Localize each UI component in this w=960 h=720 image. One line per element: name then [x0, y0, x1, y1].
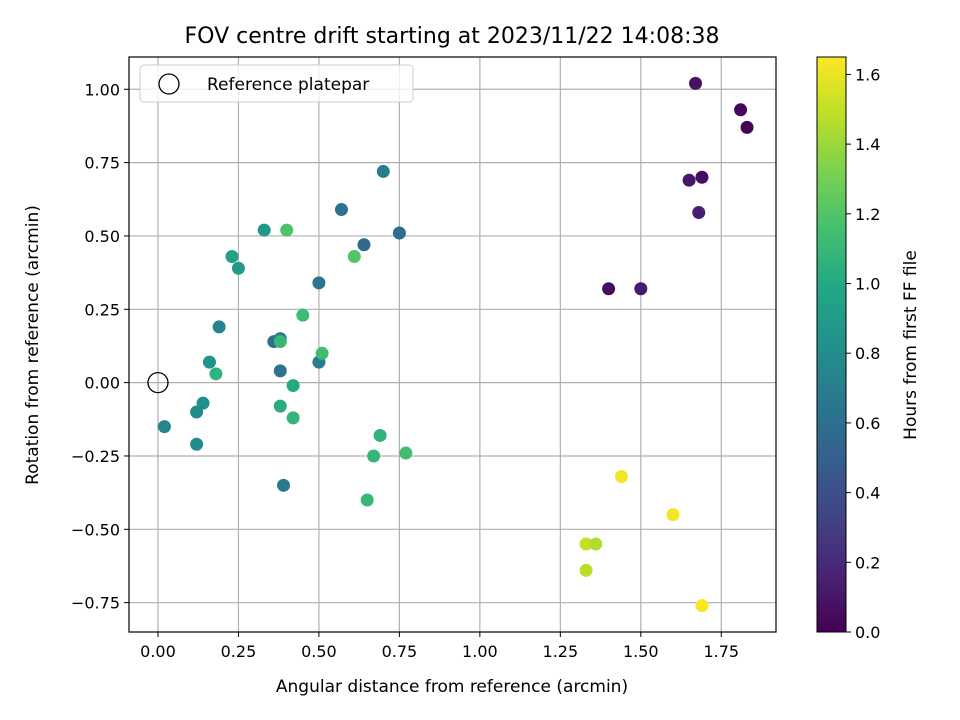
data-point [399, 446, 413, 460]
x-tick-label: 0.75 [382, 642, 418, 661]
x-tick-label: 1.25 [543, 642, 579, 661]
y-tick-label: 0.25 [84, 300, 120, 319]
data-point [614, 470, 628, 484]
data-point [579, 537, 593, 551]
legend-marker [158, 73, 180, 95]
data-point [312, 276, 326, 290]
data-point [315, 346, 329, 360]
data-point [695, 170, 709, 184]
data-point [373, 428, 387, 442]
data-point [231, 261, 245, 275]
data-points [157, 76, 754, 613]
data-point [334, 203, 348, 217]
x-axis-ticks: 0.00 0.25 0.50 0.75 1.00 1.25 1.50 1.75 [140, 632, 739, 661]
colorbar-tick-label: 0.0 [855, 623, 880, 642]
y-tick-label: −0.25 [71, 447, 120, 466]
y-axis-label: Rotation from reference (arcmin) [23, 205, 43, 485]
x-tick-label: 1.00 [462, 642, 498, 661]
colorbar: 0.0 0.2 0.4 0.6 0.8 1.0 1.2 1.4 1.6 Hours from f… [816, 56, 921, 642]
plot-area: 0.00 0.25 0.50 0.75 1.00 1.25 1.50 1.75 −0.75−0… [71, 56, 777, 661]
y-tick-label: −0.50 [71, 520, 120, 539]
colorbar-tick-label: 1.6 [855, 65, 880, 84]
data-point [190, 405, 204, 419]
data-point [695, 599, 709, 613]
legend-box [139, 64, 414, 103]
data-point [296, 308, 310, 322]
y-tick-label: 0.00 [84, 374, 120, 393]
data-point [734, 103, 748, 117]
x-tick-label: 0.50 [301, 642, 337, 661]
y-tick-label: 0.75 [84, 154, 120, 173]
data-point [225, 249, 239, 263]
data-point [367, 449, 381, 463]
colorbar-tick-label: 1.0 [855, 275, 880, 294]
grid-lines [129, 57, 776, 632]
x-tick-label: 0.00 [140, 642, 176, 661]
data-point [286, 411, 300, 425]
chart-title: FOV centre drift starting at 2023/11/22 … [185, 24, 720, 49]
x-tick-label: 1.50 [623, 642, 659, 661]
plot-background [129, 57, 776, 632]
data-point [579, 563, 593, 577]
data-point [376, 164, 390, 178]
data-point [692, 205, 706, 219]
data-point [347, 249, 361, 263]
x-tick-label: 1.75 [703, 642, 739, 661]
colorbar-label: Hours from first FF file [901, 250, 921, 440]
data-point [689, 76, 703, 90]
data-point [190, 437, 204, 451]
data-point [202, 355, 216, 369]
plot-frame [128, 56, 777, 633]
reference-marker [147, 371, 169, 394]
colorbar-tick-label: 0.2 [855, 553, 880, 572]
data-point [212, 320, 226, 334]
colorbar-tick-label: 0.6 [855, 414, 880, 433]
y-tick-label: 0.50 [84, 227, 120, 246]
y-tick-label: −0.75 [71, 594, 120, 613]
data-point [634, 282, 648, 296]
legend: Reference platepar [139, 64, 414, 103]
data-point [602, 282, 616, 296]
colorbar-tick-label: 0.8 [855, 344, 880, 363]
colorbar-tick-label: 1.2 [855, 205, 880, 224]
data-point [273, 364, 287, 378]
data-point [357, 238, 371, 252]
data-point [360, 493, 374, 507]
reference-marker-group [147, 371, 169, 394]
colorbar-ticks: 0.0 0.2 0.4 0.6 0.8 1.0 1.2 1.4 1.6 [846, 65, 880, 642]
data-point [277, 478, 291, 492]
colorbar-gradient [816, 56, 847, 633]
colorbar-tick-label: 0.4 [855, 484, 880, 503]
data-point [666, 508, 680, 522]
data-point [209, 367, 223, 381]
data-point [589, 537, 603, 551]
data-point [157, 420, 171, 434]
data-point [280, 223, 294, 237]
colorbar-tick-label: 1.4 [855, 135, 880, 154]
x-tick-label: 0.25 [221, 642, 257, 661]
data-point [392, 226, 406, 240]
data-point [273, 335, 287, 349]
legend-entry-label: Reference platepar [207, 75, 369, 95]
data-point [273, 399, 287, 413]
data-point [257, 223, 271, 237]
data-point [286, 379, 300, 393]
y-tick-label: 1.00 [84, 80, 120, 99]
data-point [682, 173, 696, 187]
data-point [740, 120, 754, 134]
y-axis-ticks: −0.75 −0.50 −0.25 0.00 0.25 0.50 0.75 1.00 [71, 80, 129, 613]
x-axis-label: Angular distance from reference (arcmin) [276, 677, 628, 697]
